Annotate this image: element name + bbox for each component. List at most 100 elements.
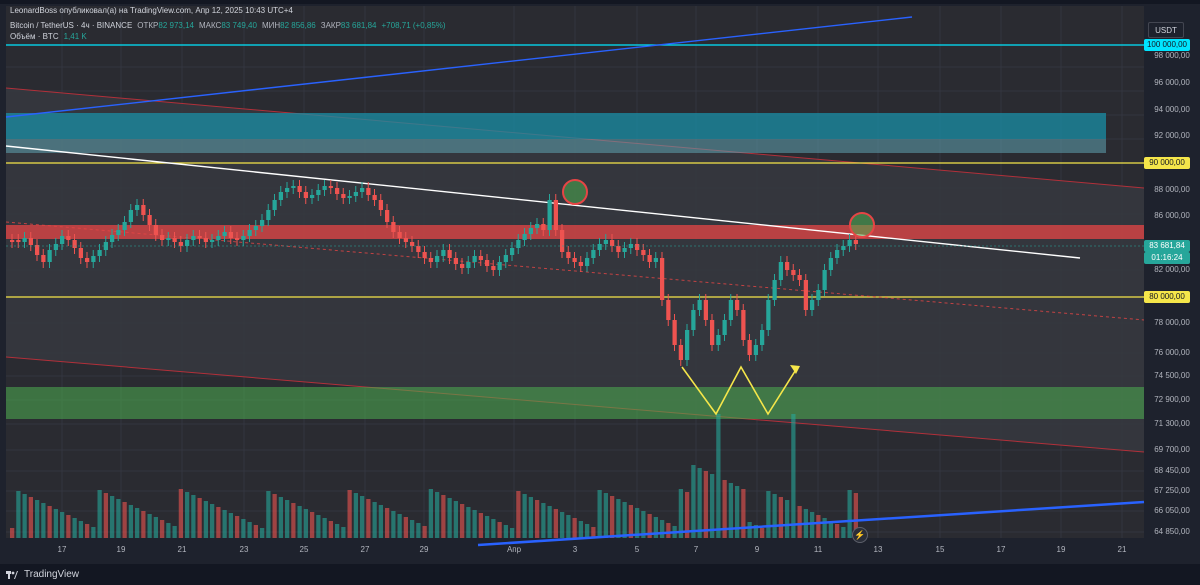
candle xyxy=(128,210,133,222)
price-tag-100k: 100 000,00 xyxy=(1144,39,1190,51)
blue-trendline-lower xyxy=(477,500,1145,547)
volume-bar xyxy=(441,495,446,538)
volume-bar xyxy=(628,505,633,538)
candle xyxy=(678,345,683,360)
price-axis[interactable] xyxy=(1144,6,1200,538)
volume-bar xyxy=(847,490,852,538)
volume-bar xyxy=(416,523,421,538)
candle xyxy=(403,238,408,242)
volume-bar xyxy=(553,509,558,538)
candle xyxy=(610,240,615,246)
candle xyxy=(535,224,540,228)
candle xyxy=(422,252,427,258)
price-axis-label: 78 000,00 xyxy=(1154,318,1190,327)
volume-bar xyxy=(841,527,846,538)
volume-bar xyxy=(291,503,296,538)
volume-bar xyxy=(297,506,302,538)
volume-bar xyxy=(653,517,658,538)
candle xyxy=(72,240,77,248)
volume-bar xyxy=(516,491,521,538)
volume-bar xyxy=(791,414,796,538)
candle xyxy=(435,256,440,262)
volume-bar xyxy=(566,515,571,538)
candle xyxy=(78,248,83,258)
flash-icon[interactable]: ⚡ xyxy=(852,527,868,543)
candle xyxy=(210,240,215,242)
candle xyxy=(660,258,665,300)
candle xyxy=(478,256,483,260)
top-strip xyxy=(0,0,1200,4)
blue-trendline-upper xyxy=(5,16,913,118)
candle xyxy=(397,232,402,238)
volume-bar xyxy=(347,490,352,538)
volume-bar xyxy=(91,527,96,538)
w-pattern-line xyxy=(681,365,798,416)
price-axis-label: 94 000,00 xyxy=(1154,104,1190,114)
volume-bar xyxy=(766,491,771,538)
candle xyxy=(216,236,221,240)
candle xyxy=(635,244,640,250)
candle xyxy=(91,256,96,262)
candle xyxy=(541,224,546,230)
candle xyxy=(272,200,277,210)
volume-bar xyxy=(391,511,396,538)
price-axis-label: 92 000,00 xyxy=(1154,131,1190,141)
volume-bar xyxy=(522,494,527,538)
time-axis[interactable] xyxy=(6,538,1200,564)
time-axis-label: 19 xyxy=(116,545,126,554)
candle xyxy=(597,244,602,250)
candle xyxy=(66,236,71,240)
volume-bar xyxy=(497,522,502,538)
volume-bar xyxy=(41,503,46,538)
candle xyxy=(178,242,183,246)
volume-bar xyxy=(435,492,440,538)
candle xyxy=(378,200,383,210)
volume-bar xyxy=(660,520,665,538)
candle xyxy=(41,255,46,262)
candle xyxy=(353,192,358,196)
time-axis-label: 19 xyxy=(1056,545,1066,554)
candle xyxy=(447,250,452,258)
volume-bar xyxy=(678,489,683,538)
volume-bar xyxy=(397,514,402,538)
volume-bar xyxy=(385,508,390,538)
symbol-name[interactable]: Bitcoin / TetherUS · 4ч · BINANCE xyxy=(10,21,133,30)
volume-bar xyxy=(110,496,115,538)
price-tag-countdown: 01:16:24 xyxy=(1144,252,1190,264)
candle xyxy=(235,238,240,240)
volume-bar xyxy=(303,509,308,538)
volume-bar xyxy=(316,515,321,538)
time-axis-label: 23 xyxy=(239,545,249,554)
volume-bar xyxy=(172,526,177,538)
volume-bar xyxy=(35,500,40,538)
candle xyxy=(410,242,415,246)
volume-bar xyxy=(697,468,702,538)
candle xyxy=(197,236,202,238)
volume-bar xyxy=(310,512,315,538)
time-axis-label: 9 xyxy=(754,545,760,554)
time-axis-label: 29 xyxy=(419,545,429,554)
volume-bar xyxy=(641,511,646,538)
candle xyxy=(28,238,33,245)
candle xyxy=(60,236,65,244)
footer-brand[interactable]: TradingView xyxy=(0,569,79,580)
candle xyxy=(97,250,102,256)
candle xyxy=(135,205,140,210)
candle xyxy=(585,258,590,266)
candle xyxy=(491,266,496,270)
volume-bar xyxy=(428,489,433,538)
volume-bar xyxy=(535,500,540,538)
volume-bar xyxy=(66,515,71,538)
volume-label[interactable]: Объём · BTC xyxy=(10,32,59,41)
candle xyxy=(647,255,652,262)
volume-bar xyxy=(460,504,465,538)
volume-bar xyxy=(853,493,858,538)
volume-bar xyxy=(410,520,415,538)
time-axis-label: 27 xyxy=(360,545,370,554)
currency-button[interactable]: USDT xyxy=(1148,22,1184,38)
volume-bar xyxy=(616,499,621,538)
candle xyxy=(278,192,283,200)
time-axis-label: 5 xyxy=(634,545,640,554)
publisher-line: LeonardBoss опубликовал(а) на TradingVie… xyxy=(10,6,293,15)
candle xyxy=(516,240,521,248)
